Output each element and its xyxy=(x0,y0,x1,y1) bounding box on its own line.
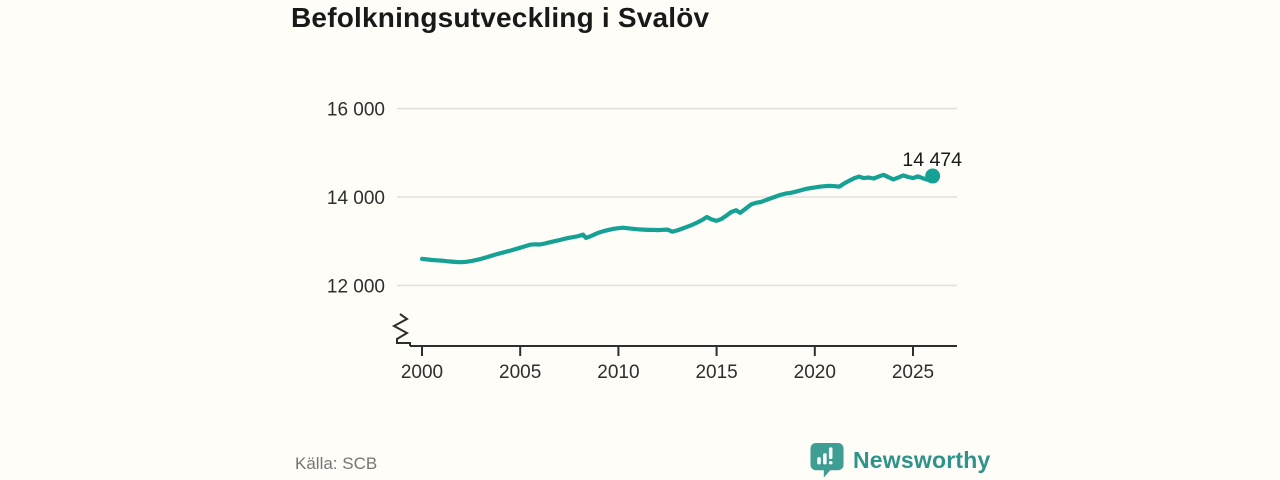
newsworthy-logo-text: Newsworthy xyxy=(853,446,991,473)
population-line-series xyxy=(419,172,935,265)
x-axis-tick-label: 2010 xyxy=(597,362,639,383)
x-axis-tick-label: 2015 xyxy=(695,362,737,383)
y-axis-tick-label: 12 000 xyxy=(327,276,385,297)
x-axis-tick-label: 2020 xyxy=(794,362,836,383)
y-axis-tick-label: 14 000 xyxy=(327,188,385,209)
newsworthy-logo: Newsworthy xyxy=(810,441,990,479)
newsworthy-logo-icon xyxy=(810,442,844,478)
end-point-marker xyxy=(925,168,941,184)
end-point-value-label: 14 474 xyxy=(902,149,962,171)
x-axis-tick-label: 2000 xyxy=(401,362,443,383)
x-axis-tick-label: 2025 xyxy=(892,362,934,383)
axis-break-icon xyxy=(391,313,411,346)
x-axis-tick-label: 2005 xyxy=(499,362,541,383)
source-label: Källa: SCB xyxy=(295,454,378,473)
chart-title: Befolkningsutveckling i Svalöv xyxy=(291,2,710,33)
y-axis-tick-label: 16 000 xyxy=(327,100,385,121)
